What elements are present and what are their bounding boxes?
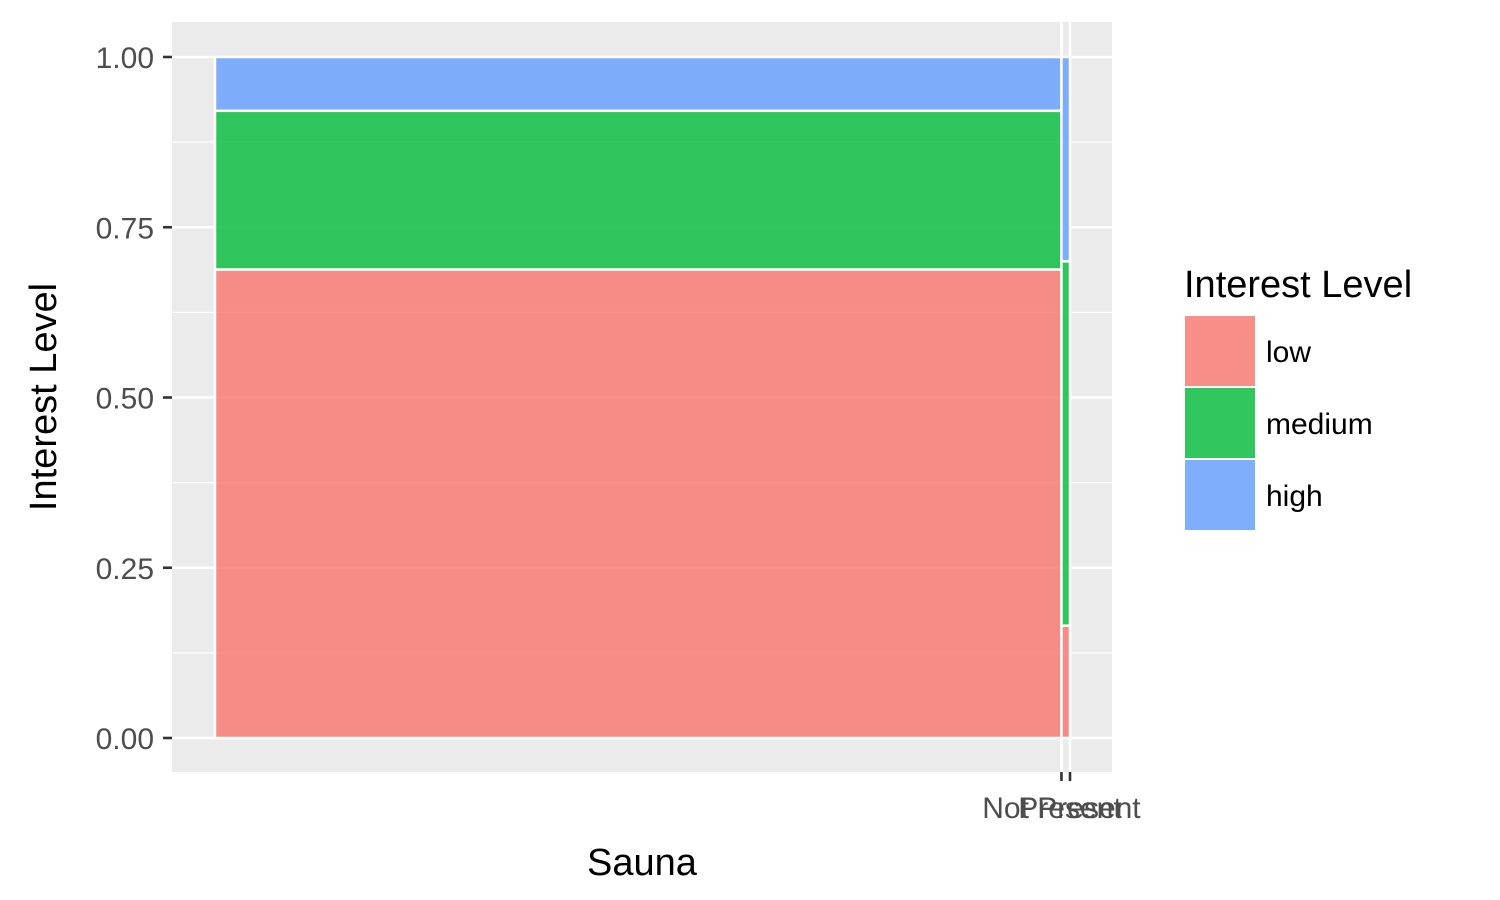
bar-medium-present [1060, 260, 1072, 627]
bars-layer [213, 55, 1072, 740]
bar-low-present [1060, 624, 1072, 740]
legend-label-medium: medium [1266, 408, 1373, 441]
y-tick-label: 0.50 [96, 383, 154, 416]
bar-low-not-present [213, 268, 1063, 740]
bar-high-present [1060, 55, 1072, 263]
legend: Interest Level low medium high [1183, 264, 1412, 532]
x-tick-label: Not Present [982, 792, 1141, 825]
y-tick-label: 0.25 [96, 553, 154, 586]
bar-high-not-present [213, 55, 1063, 113]
y-axis-title: Interest Level [23, 283, 65, 511]
legend-items: low medium high [1183, 314, 1373, 532]
x-axis-title: Sauna [587, 842, 698, 884]
y-tick-label: 0.00 [96, 723, 154, 756]
y-tick-label: 1.00 [96, 42, 154, 75]
x-tick-label: Present [1018, 792, 1122, 825]
legend-swatch-medium [1183, 386, 1257, 460]
y-tick-label: 0.75 [96, 212, 154, 245]
legend-title: Interest Level [1184, 264, 1412, 306]
bar-medium-not-present [213, 109, 1063, 271]
legend-label-low: low [1266, 336, 1311, 369]
legend-swatch-high [1183, 458, 1257, 532]
legend-label-high: high [1266, 480, 1323, 513]
legend-swatch-low [1183, 314, 1257, 388]
